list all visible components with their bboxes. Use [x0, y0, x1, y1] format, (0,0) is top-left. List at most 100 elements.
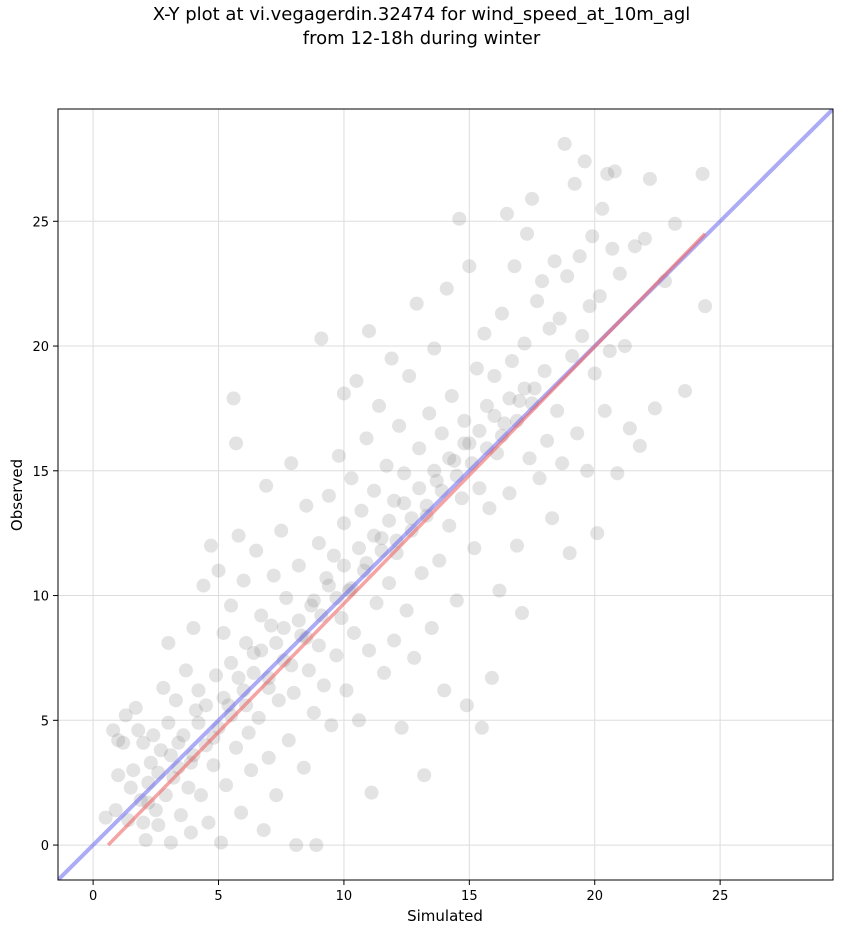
data-point	[394, 720, 409, 735]
data-point	[136, 815, 151, 830]
data-point	[359, 556, 374, 571]
data-point	[442, 518, 457, 533]
data-point	[429, 473, 444, 488]
data-point	[479, 398, 494, 413]
data-point	[502, 486, 517, 501]
data-point	[407, 650, 422, 665]
data-point	[642, 171, 657, 186]
data-point	[514, 606, 529, 621]
data-point	[276, 620, 291, 635]
data-point	[427, 341, 442, 356]
data-point	[384, 351, 399, 366]
data-point	[389, 546, 404, 561]
data-point	[181, 780, 196, 795]
data-point	[321, 578, 336, 593]
data-point	[427, 463, 442, 478]
data-point	[309, 838, 324, 853]
data-point	[256, 823, 271, 838]
data-point	[319, 571, 334, 586]
data-point	[447, 453, 462, 468]
data-point	[239, 635, 254, 650]
data-point	[462, 436, 477, 451]
data-point	[234, 805, 249, 820]
data-point	[545, 511, 560, 526]
data-point	[474, 720, 489, 735]
data-point	[392, 418, 407, 433]
data-point	[111, 768, 126, 783]
data-point	[617, 339, 632, 354]
identity-line	[58, 109, 833, 880]
fit-line	[106, 232, 707, 847]
data-point	[364, 785, 379, 800]
data-point	[344, 471, 359, 486]
data-point	[279, 591, 294, 606]
data-point	[517, 381, 532, 396]
data-point	[138, 833, 153, 848]
data-point	[168, 693, 183, 708]
data-point	[261, 750, 276, 765]
data-point	[557, 136, 572, 151]
data-point	[98, 810, 113, 825]
x-tick-label: 10	[336, 889, 353, 904]
data-point	[326, 548, 341, 563]
data-point	[251, 710, 266, 725]
data-point	[512, 393, 527, 408]
data-point	[266, 568, 281, 583]
data-point	[482, 501, 497, 516]
data-point	[286, 685, 301, 700]
data-point	[351, 541, 366, 556]
data-point	[306, 705, 321, 720]
chart-title: X-Y plot at vi.vegagerdin.32474 for wind…	[152, 4, 691, 25]
data-point	[517, 336, 532, 351]
data-point	[610, 466, 625, 481]
data-point	[351, 713, 366, 728]
data-point	[404, 511, 419, 526]
y-tick-label: 0	[41, 839, 49, 854]
data-point	[507, 259, 522, 274]
data-point	[241, 725, 256, 740]
data-point	[698, 299, 713, 314]
data-point	[331, 448, 346, 463]
y-tick-label: 5	[41, 714, 49, 729]
data-point	[600, 166, 615, 181]
data-point	[264, 618, 279, 633]
data-point	[324, 718, 339, 733]
data-point	[537, 363, 552, 378]
data-point	[647, 401, 662, 416]
data-point	[422, 406, 437, 421]
data-point	[382, 513, 397, 528]
data-point	[590, 526, 605, 541]
data-point	[259, 478, 274, 493]
axis-ticks: 0 5 10 15 20 25 0 5 10 15 20 25	[32, 215, 728, 904]
y-tick-label: 25	[32, 215, 49, 230]
data-point	[492, 583, 507, 598]
data-point	[153, 743, 168, 758]
data-point	[296, 760, 311, 775]
data-point	[143, 755, 158, 770]
data-point	[246, 665, 261, 680]
data-point	[219, 778, 234, 793]
y-tick-label: 10	[32, 590, 49, 605]
data-point	[575, 329, 590, 344]
data-point	[271, 693, 286, 708]
data-point	[607, 164, 622, 179]
data-point	[472, 423, 487, 438]
data-point	[494, 306, 509, 321]
data-point	[176, 728, 191, 743]
data-point	[289, 838, 304, 853]
data-point	[316, 678, 331, 693]
data-point	[274, 523, 289, 538]
data-point	[602, 344, 617, 359]
data-point	[362, 324, 377, 339]
data-point	[597, 403, 612, 418]
data-point	[387, 493, 402, 508]
data-point	[530, 294, 545, 309]
data-point	[577, 154, 592, 169]
data-point	[497, 416, 512, 431]
data-point	[151, 818, 166, 833]
data-point	[188, 703, 203, 718]
data-point	[477, 326, 492, 341]
x-tick-label: 15	[461, 889, 478, 904]
data-point	[123, 780, 138, 795]
data-point	[126, 763, 141, 778]
